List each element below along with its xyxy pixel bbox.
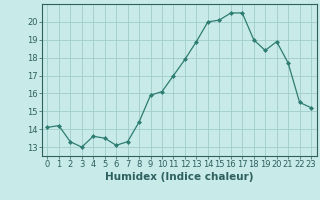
X-axis label: Humidex (Indice chaleur): Humidex (Indice chaleur) — [105, 172, 253, 182]
